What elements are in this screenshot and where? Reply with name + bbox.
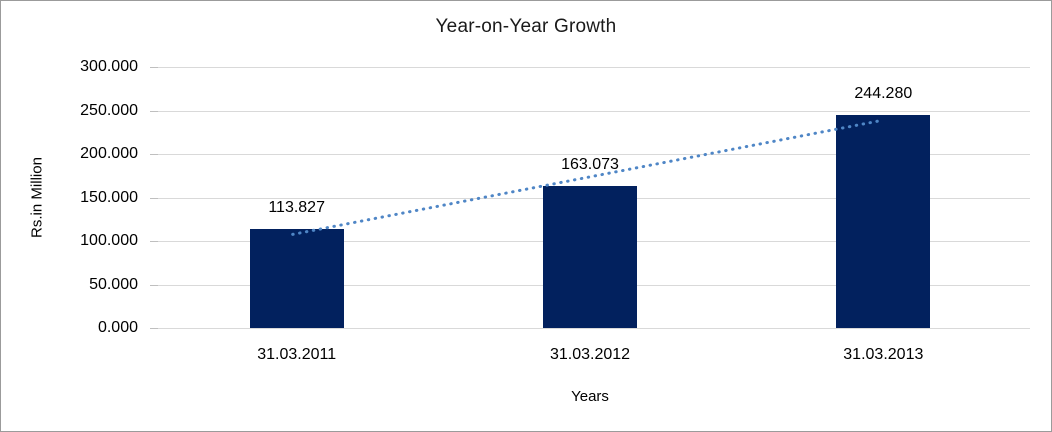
category-label: 31.03.2012 [549, 346, 631, 363]
y-tick-label: 300.000 [80, 58, 138, 75]
bar [543, 186, 637, 328]
y-tick-label: 100.000 [80, 232, 138, 249]
bar [836, 115, 931, 328]
y-axis-tickmark [150, 328, 158, 329]
y-axis-tickmark [150, 284, 158, 286]
y-axis-tickmark [150, 197, 158, 199]
gridline [150, 67, 1030, 68]
bar-value-label: 113.827 [268, 198, 325, 216]
chart-title: Year-on-Year Growth [435, 16, 617, 37]
y-axis-tickmark [150, 67, 158, 68]
y-axis-tickmark [150, 241, 158, 242]
category-label: 31.03.2013 [843, 346, 924, 363]
y-tick-label: 50.000 [89, 275, 138, 293]
bar-value-label: 163.073 [561, 156, 619, 174]
y-tick-label: 150.000 [80, 188, 138, 206]
gridline [150, 328, 1030, 329]
y-axis-tickmark [150, 154, 158, 155]
y-axis-tickmark [150, 110, 158, 112]
x-axis-title: Years [571, 388, 609, 405]
y-tick-label: 0.000 [97, 319, 138, 336]
bar [249, 228, 344, 328]
gridline [150, 110, 1030, 112]
bar-value-label: 244.280 [854, 85, 913, 103]
category-label: 31.03.2011 [257, 346, 337, 363]
y-tick-label: 250.000 [80, 101, 138, 119]
y-tick-label: 200.000 [80, 145, 138, 162]
